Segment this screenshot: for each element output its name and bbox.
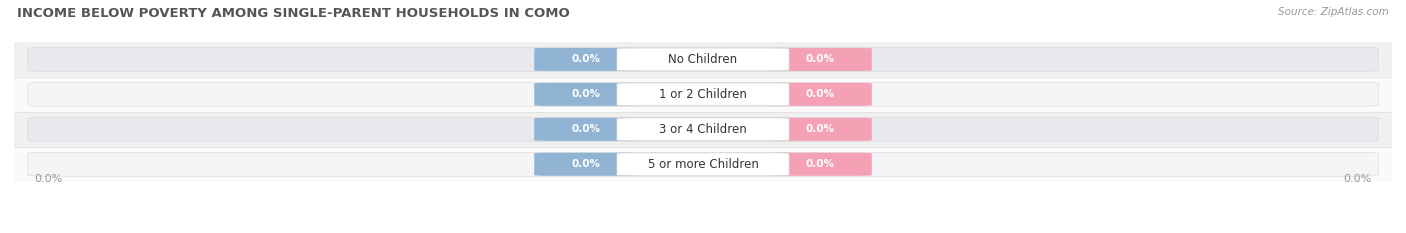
Text: 0.0%: 0.0% [571,89,600,99]
Text: 3 or 4 Children: 3 or 4 Children [659,123,747,136]
FancyBboxPatch shape [534,48,637,71]
Text: 0.0%: 0.0% [806,89,835,99]
Text: 0.0%: 0.0% [571,124,600,134]
FancyBboxPatch shape [769,48,872,71]
Text: 0.0%: 0.0% [1343,174,1371,184]
FancyBboxPatch shape [617,48,789,71]
Bar [14,42,1392,77]
Text: 0.0%: 0.0% [571,55,600,64]
Text: 0.0%: 0.0% [35,174,63,184]
Text: 0.0%: 0.0% [806,159,835,169]
FancyBboxPatch shape [617,118,789,141]
FancyBboxPatch shape [769,118,872,141]
Text: INCOME BELOW POVERTY AMONG SINGLE-PARENT HOUSEHOLDS IN COMO: INCOME BELOW POVERTY AMONG SINGLE-PARENT… [17,7,569,20]
FancyBboxPatch shape [28,152,1378,176]
Text: 1 or 2 Children: 1 or 2 Children [659,88,747,101]
FancyBboxPatch shape [769,83,872,106]
FancyBboxPatch shape [769,153,872,176]
Bar [14,147,1392,182]
FancyBboxPatch shape [534,153,637,176]
Bar [14,77,1392,112]
Bar [14,112,1392,147]
Text: No Children: No Children [668,53,738,66]
FancyBboxPatch shape [28,82,1378,106]
FancyBboxPatch shape [534,118,637,141]
FancyBboxPatch shape [28,117,1378,141]
Text: 0.0%: 0.0% [806,55,835,64]
Text: 0.0%: 0.0% [806,124,835,134]
Text: 5 or more Children: 5 or more Children [648,158,758,171]
FancyBboxPatch shape [534,83,637,106]
Text: Source: ZipAtlas.com: Source: ZipAtlas.com [1278,7,1389,17]
Text: 0.0%: 0.0% [571,159,600,169]
FancyBboxPatch shape [28,48,1378,71]
FancyBboxPatch shape [617,153,789,176]
FancyBboxPatch shape [617,83,789,106]
